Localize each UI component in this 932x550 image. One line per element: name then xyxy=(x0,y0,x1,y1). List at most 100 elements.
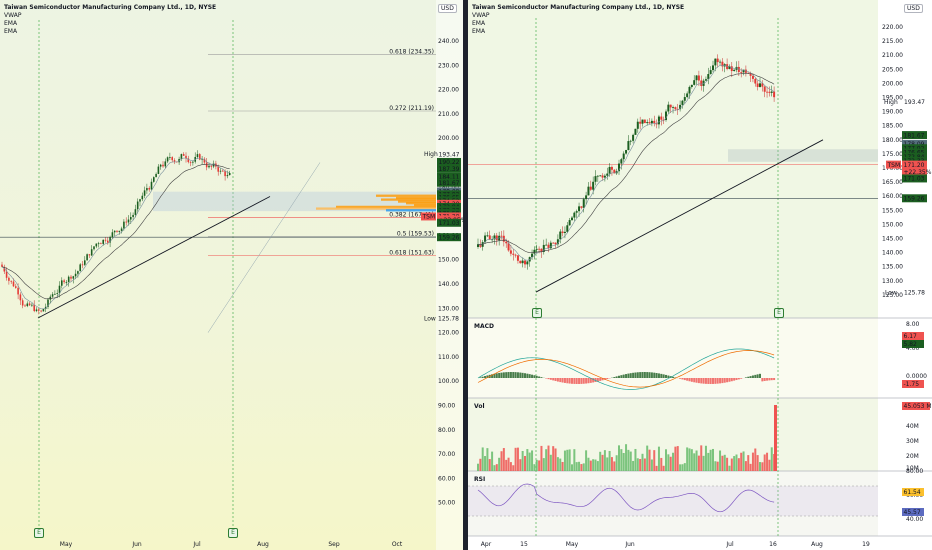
volume-bar xyxy=(493,465,496,471)
right-price-chart[interactable]: 220.00215.00210.00205.00200.00195.00190.… xyxy=(468,0,932,550)
right-candle xyxy=(514,254,517,256)
right-time-tick: 16 xyxy=(769,541,777,548)
left-price-tick: 120.00 xyxy=(438,330,459,337)
right-candle xyxy=(681,100,684,105)
volume-bar xyxy=(749,463,752,471)
right-candle xyxy=(535,248,538,250)
volume-bar xyxy=(625,444,628,471)
vol-tick: 20M xyxy=(906,453,919,460)
left-price-tick: 130.00 xyxy=(438,305,459,312)
left-event-marker-e[interactable]: E xyxy=(34,528,44,538)
right-indicator-ema-2[interactable]: EMA xyxy=(472,28,486,35)
volume-bar xyxy=(719,450,722,471)
left-price-chart[interactable]: 240.00230.00220.00210.00200.00190.00180.… xyxy=(0,0,463,550)
volume-bar xyxy=(491,451,494,471)
left-price-tag-bg xyxy=(437,172,461,181)
volume-bar xyxy=(660,457,663,471)
right-indicator-ema-1[interactable]: EMA xyxy=(472,20,486,27)
vol-value: 45.053 M xyxy=(904,403,932,410)
left-fib-label: 0.618 (234.35) xyxy=(389,49,434,56)
left-candle xyxy=(166,157,169,162)
volume-bar xyxy=(484,456,487,471)
volume-bar xyxy=(514,447,517,471)
right-chart-pane[interactable]: 220.00 215.00 210.00 205.00 200.00 195.00 190.… xyxy=(468,0,932,550)
left-fib-label: 0.272 (211.19) xyxy=(389,105,434,112)
right-candle xyxy=(538,248,541,250)
left-candle xyxy=(185,155,187,159)
left-price-tick: 200.00 xyxy=(438,135,459,142)
right-candle xyxy=(716,58,719,63)
macd-line xyxy=(477,348,775,390)
vol-pane-label[interactable]: Vol xyxy=(474,403,485,410)
volume-bar xyxy=(535,459,538,471)
right-candle xyxy=(709,70,712,75)
left-candle xyxy=(10,280,12,282)
volume-bar xyxy=(646,445,649,471)
right-candle xyxy=(625,150,628,154)
right-price-tag-bg xyxy=(902,152,927,161)
right-candle xyxy=(660,116,663,120)
right-candle xyxy=(603,175,606,178)
left-candle xyxy=(116,230,118,232)
right-candle xyxy=(563,231,566,234)
left-indicator-ema-2[interactable]: EMA xyxy=(4,28,18,35)
macd-histogram-bar xyxy=(601,378,604,381)
right-candle xyxy=(533,249,536,254)
right-event-marker-e[interactable]: E xyxy=(532,308,542,318)
right-candle xyxy=(650,120,653,124)
left-symbol-title: Taiwan Semiconductor Manufacturing Compa… xyxy=(4,4,217,11)
left-event-marker-e2[interactable]: E xyxy=(228,528,238,538)
macd-histogram-bar xyxy=(484,376,487,378)
volume-bar xyxy=(531,450,534,471)
left-candle xyxy=(164,161,167,167)
left-chart-pane[interactable]: 240.00230.00220.00210.00200.00190.00180.… xyxy=(0,0,463,550)
right-candle xyxy=(674,107,677,110)
macd-histogram-bar xyxy=(502,372,505,378)
rsi-pane-label[interactable]: RSI xyxy=(474,476,486,483)
volume-bar xyxy=(540,445,543,471)
right-candle xyxy=(573,212,576,218)
left-price-tick: 80.00 xyxy=(438,427,455,434)
right-candle xyxy=(587,186,590,196)
volume-bar xyxy=(763,454,766,471)
right-price-tick: 210.00 xyxy=(882,52,903,59)
macd-histogram-bar xyxy=(519,372,522,378)
volume-bar xyxy=(653,450,656,471)
right-event-marker-e2[interactable]: E xyxy=(774,308,784,318)
macd-signal-line xyxy=(477,350,775,388)
macd-histogram-bar xyxy=(763,378,766,381)
macd-histogram-bar xyxy=(730,378,733,382)
macd-histogram-bar xyxy=(585,378,588,384)
right-symbol-tag: TSM xyxy=(887,162,901,169)
macd-histogram-bar xyxy=(509,372,512,378)
volume-bar xyxy=(603,450,606,471)
macd-histogram-bar xyxy=(582,378,585,384)
pane-divider[interactable] xyxy=(463,0,468,550)
macd-pane-label[interactable]: MACD xyxy=(474,323,494,330)
macd-histogram-bar xyxy=(481,376,484,378)
left-indicator-vwap[interactable]: VWAP xyxy=(4,12,22,19)
left-candle xyxy=(228,173,231,176)
right-candle xyxy=(733,69,736,72)
right-indicator-vwap[interactable]: VWAP xyxy=(472,12,490,19)
right-price-tick: 200.00 xyxy=(882,80,903,87)
left-price-tag-bg xyxy=(437,218,461,227)
volume-bar xyxy=(679,464,682,471)
macd-histogram-bar xyxy=(674,377,677,378)
macd-tick: 4.00 xyxy=(906,345,920,352)
volume-bar xyxy=(571,464,573,471)
left-price-tag-bg xyxy=(437,164,461,173)
volume-bar xyxy=(766,452,769,471)
left-currency-button[interactable]: USD xyxy=(438,4,457,13)
right-currency-button[interactable]: USD xyxy=(904,4,923,13)
left-candle xyxy=(199,154,201,160)
volume-bar xyxy=(615,455,618,471)
volume-bar xyxy=(674,446,677,471)
right-price-tag-bg xyxy=(902,167,927,176)
right-candle xyxy=(728,66,731,69)
left-candle xyxy=(226,175,229,177)
left-volume-profile-bar xyxy=(398,200,436,203)
left-indicator-ema-1[interactable]: EMA xyxy=(4,20,18,27)
macd-histogram-bar xyxy=(721,378,724,384)
macd-histogram-bar xyxy=(629,373,632,378)
